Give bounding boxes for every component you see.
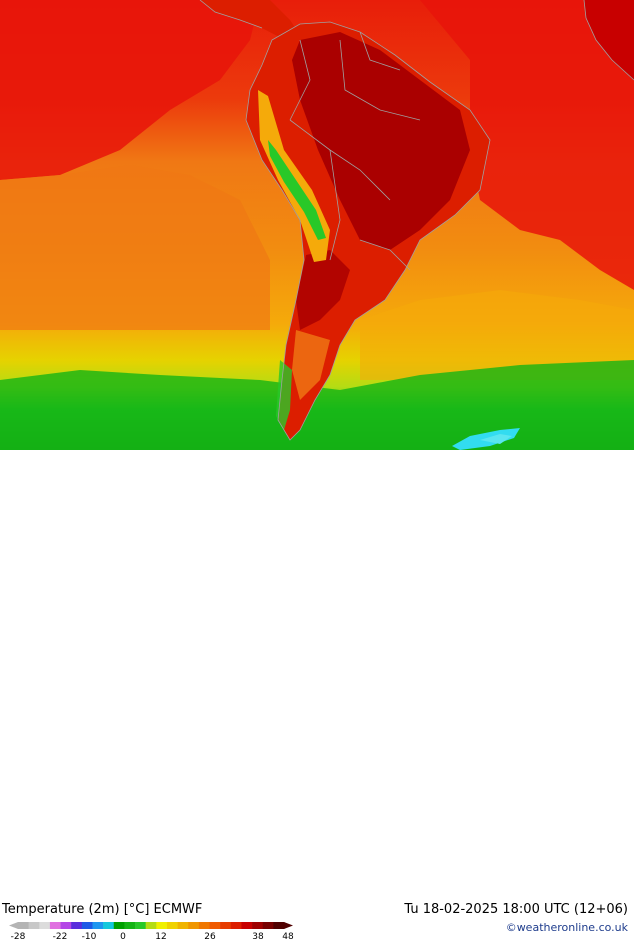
map-footer: Temperature (2m) [°C] ECMWF Tu 18-02-202… [0,450,634,940]
scale-swatch [124,922,136,929]
map-title: Temperature (2m) [°C] ECMWF [2,902,203,917]
scale-swatch [145,922,157,929]
scale-swatch [156,922,168,929]
scale-tick-label: 26 [204,932,216,940]
atlantic-warm-band [420,0,634,290]
temperature-map [0,0,634,450]
scale-tick-label: 0 [120,932,126,940]
scale-swatch [71,922,83,929]
pacific-warm-band [0,0,260,180]
argentina-hot-region [296,250,350,330]
scale-swatch [262,922,274,929]
scale-swatch [60,922,72,929]
map-datetime: Tu 18-02-2025 18:00 UTC (12+06) [404,902,628,917]
scale-swatch [220,922,232,929]
scale-swatch [49,922,61,929]
central-america-land [200,0,300,40]
scale-swatch [166,922,178,929]
atlantic-yellow-band [360,290,634,380]
scale-tick-label: -10 [82,932,97,940]
scale-swatch [135,922,146,929]
scale-swatch [103,922,115,929]
africa-land [584,0,634,80]
scale-swatch [92,922,104,929]
scale-tick-label: 48 [282,932,294,940]
scale-swatch [18,922,29,929]
scale-swatch [252,922,264,929]
color-scale-ticks: -28 -22 -10 0 12 26 38 48 [11,932,294,940]
andes-cold-strip [268,140,326,240]
scale-swatch [273,922,285,929]
amazon-hot-region [292,32,470,250]
scale-swatch [28,922,40,929]
scale-swatch [209,922,221,929]
scale-swatch [177,922,189,929]
scale-swatch [81,922,93,929]
ice-edge [480,434,512,444]
pacific-orange-band [0,165,270,330]
color-scale-bar [9,922,293,929]
scale-swatch [241,922,253,929]
country-borders [199,0,634,441]
scale-tick-label: 12 [155,932,166,940]
patagonia-orange [292,330,330,400]
patagonia-coast-cold [276,360,292,430]
scale-arrow-left [9,922,18,929]
southern-cold-band [0,360,634,450]
scale-swatch [230,922,242,929]
scale-swatch [113,922,125,929]
color-scale-legend: -28 -22 -10 0 12 26 38 48 [9,922,294,940]
scale-swatch [198,922,210,929]
scale-tick-label: -28 [11,932,26,940]
scale-tick-label: 38 [252,932,264,940]
credit-link[interactable]: ©weatheronline.co.uk [505,921,628,934]
scale-tick-label: -22 [53,932,68,940]
scale-arrow-right [284,922,293,929]
scale-swatch [188,922,200,929]
scale-swatch [39,922,51,929]
